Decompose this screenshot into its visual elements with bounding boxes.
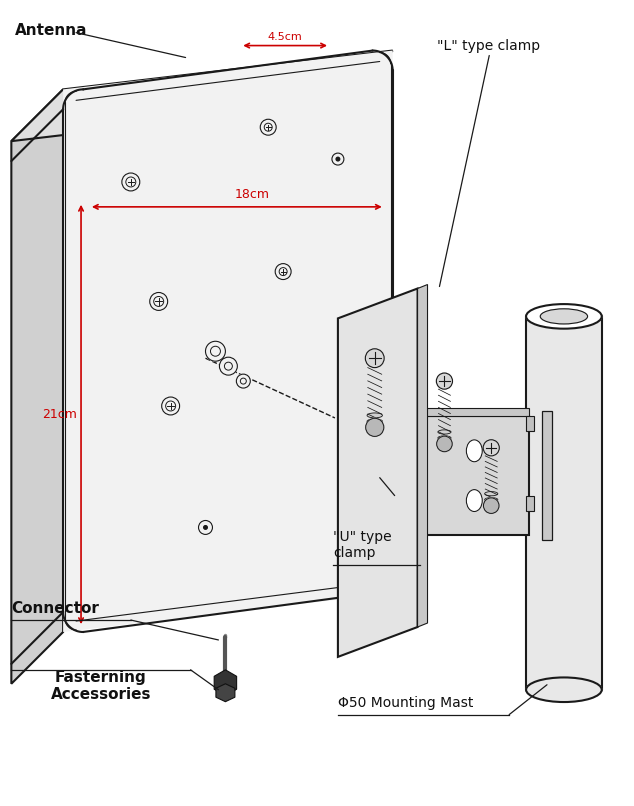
Ellipse shape bbox=[467, 440, 482, 462]
Text: Antenna: Antenna bbox=[15, 23, 88, 38]
Polygon shape bbox=[418, 285, 427, 627]
Ellipse shape bbox=[467, 489, 482, 512]
Polygon shape bbox=[542, 411, 552, 540]
Circle shape bbox=[205, 341, 226, 361]
Circle shape bbox=[260, 119, 276, 135]
Text: "U" type
clamp: "U" type clamp bbox=[333, 530, 392, 560]
Polygon shape bbox=[214, 670, 236, 696]
Text: 21cm: 21cm bbox=[42, 408, 77, 421]
Text: Fasterning
Accessories: Fasterning Accessories bbox=[51, 670, 151, 702]
Circle shape bbox=[122, 173, 139, 191]
Polygon shape bbox=[526, 496, 534, 510]
Ellipse shape bbox=[540, 309, 588, 324]
Polygon shape bbox=[11, 89, 63, 683]
Text: Φ50 Mounting Mast: Φ50 Mounting Mast bbox=[338, 696, 474, 709]
Circle shape bbox=[219, 357, 237, 375]
Polygon shape bbox=[11, 51, 392, 141]
Circle shape bbox=[150, 293, 167, 310]
Ellipse shape bbox=[438, 436, 451, 440]
Circle shape bbox=[204, 526, 207, 530]
Polygon shape bbox=[418, 416, 529, 535]
Circle shape bbox=[437, 436, 452, 451]
Ellipse shape bbox=[484, 492, 498, 496]
Circle shape bbox=[483, 440, 500, 456]
Ellipse shape bbox=[526, 677, 602, 702]
Polygon shape bbox=[63, 51, 392, 632]
Polygon shape bbox=[526, 416, 534, 431]
Polygon shape bbox=[418, 408, 529, 416]
Circle shape bbox=[484, 498, 499, 513]
Circle shape bbox=[436, 373, 453, 389]
Text: "L" type clamp: "L" type clamp bbox=[437, 39, 541, 52]
Circle shape bbox=[275, 264, 291, 280]
Circle shape bbox=[336, 157, 340, 161]
Circle shape bbox=[162, 397, 179, 415]
Ellipse shape bbox=[367, 413, 382, 418]
Polygon shape bbox=[526, 317, 602, 690]
Circle shape bbox=[332, 153, 344, 165]
Circle shape bbox=[366, 418, 384, 436]
Polygon shape bbox=[216, 683, 235, 702]
Text: Connector: Connector bbox=[11, 601, 99, 616]
Circle shape bbox=[236, 374, 250, 388]
Ellipse shape bbox=[484, 497, 498, 502]
Circle shape bbox=[365, 349, 384, 368]
Text: 4.5cm: 4.5cm bbox=[268, 31, 302, 42]
Ellipse shape bbox=[367, 419, 382, 424]
Circle shape bbox=[198, 521, 212, 534]
Text: 18cm: 18cm bbox=[235, 188, 269, 201]
Ellipse shape bbox=[438, 430, 451, 434]
Ellipse shape bbox=[526, 304, 602, 329]
Polygon shape bbox=[338, 289, 418, 657]
